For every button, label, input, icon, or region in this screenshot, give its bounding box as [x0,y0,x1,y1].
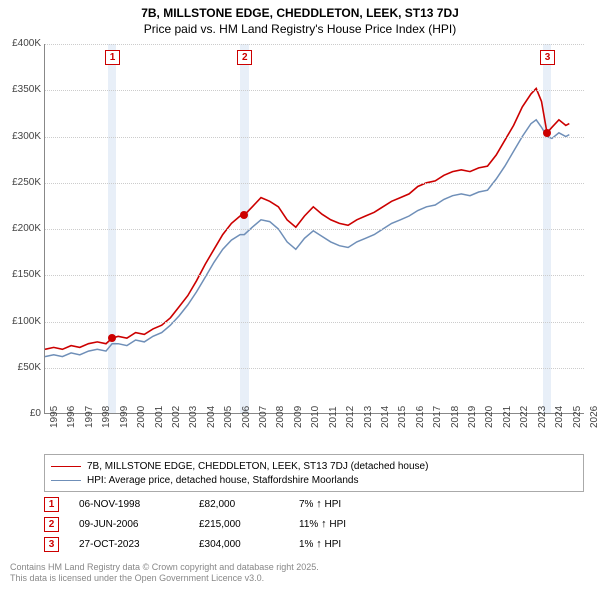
sale-row-3: 3 27-OCT-2023 £304,000 1% ↑ HPI [44,534,409,554]
chart-marker-2: 2 [237,50,252,65]
chart-marker-1: 1 [105,50,120,65]
y-axis-label: £0 [1,408,41,419]
legend-swatch-property [51,466,81,467]
sale-pct-3: 1% ↑ HPI [299,538,409,550]
x-axis-label: 2014 [380,406,391,428]
sale-row-1: 1 06-NOV-1998 £82,000 7% ↑ HPI [44,494,409,514]
y-axis-label: £300K [1,131,41,142]
legend-item-hpi: HPI: Average price, detached house, Staf… [51,473,577,487]
sale-marker-1: 1 [44,497,59,512]
sale-dot [543,129,551,137]
gridline [45,137,584,138]
footer-line-1: Contains HM Land Registry data © Crown c… [10,562,319,573]
x-axis-label: 2010 [310,406,321,428]
gridline [45,368,584,369]
x-axis-label: 2003 [188,406,199,428]
x-axis-label: 2012 [345,406,356,428]
chart-title: 7B, MILLSTONE EDGE, CHEDDLETON, LEEK, ST… [0,0,600,20]
up-arrow-icon: ↑ [316,498,322,510]
y-axis-label: £200K [1,223,41,234]
chart-container: 7B, MILLSTONE EDGE, CHEDDLETON, LEEK, ST… [0,0,600,590]
y-axis-label: £400K [1,38,41,49]
sale-price-2: £215,000 [199,519,299,530]
x-axis-label: 1995 [49,406,60,428]
chart-subtitle: Price paid vs. HM Land Registry's House … [0,20,600,36]
sales-table: 1 06-NOV-1998 £82,000 7% ↑ HPI 2 09-JUN-… [44,494,409,554]
gridline [45,229,584,230]
series-line-property [45,88,569,349]
sale-price-1: £82,000 [199,499,299,510]
gridline [45,275,584,276]
legend: 7B, MILLSTONE EDGE, CHEDDLETON, LEEK, ST… [44,454,584,492]
x-axis-label: 2023 [537,406,548,428]
legend-label-property: 7B, MILLSTONE EDGE, CHEDDLETON, LEEK, ST… [87,461,428,472]
x-axis-label: 2011 [328,406,339,428]
x-axis-label: 2000 [136,406,147,428]
legend-label-hpi: HPI: Average price, detached house, Staf… [87,475,358,486]
legend-swatch-hpi [51,480,81,481]
x-axis-label: 2007 [258,406,269,428]
x-axis-label: 2004 [206,406,217,428]
x-axis-label: 1997 [84,406,95,428]
x-axis-label: 1998 [101,406,112,428]
gridline [45,183,584,184]
x-axis-label: 2024 [554,406,565,428]
gridline [45,90,584,91]
legend-item-property: 7B, MILLSTONE EDGE, CHEDDLETON, LEEK, ST… [51,459,577,473]
y-axis-label: £50K [1,362,41,373]
x-axis-label: 2008 [275,406,286,428]
chart-marker-3: 3 [540,50,555,65]
up-arrow-icon: ↑ [316,538,322,550]
x-axis-label: 2015 [397,406,408,428]
x-axis-label: 2017 [432,406,443,428]
x-axis-label: 1996 [66,406,77,428]
sale-pct-2: 11% ↑ HPI [299,518,409,530]
sale-pct-1: 7% ↑ HPI [299,498,409,510]
x-axis-label: 1999 [119,406,130,428]
y-axis-label: £150K [1,269,41,280]
x-axis-label: 2022 [519,406,530,428]
sale-date-1: 06-NOV-1998 [79,499,199,510]
x-axis-label: 2021 [502,406,513,428]
y-axis-label: £100K [1,316,41,327]
sale-date-3: 27-OCT-2023 [79,539,199,550]
x-axis-label: 2002 [171,406,182,428]
x-axis-label: 2019 [467,406,478,428]
plot-area: 123£0£50K£100K£150K£200K£250K£300K£350K£… [44,44,584,414]
sale-date-2: 09-JUN-2006 [79,519,199,530]
y-axis-label: £350K [1,84,41,95]
x-axis-label: 2020 [484,406,495,428]
gridline [45,44,584,45]
x-axis-label: 2001 [154,406,165,428]
x-axis-label: 2025 [572,406,583,428]
sale-marker-3: 3 [44,537,59,552]
sale-price-3: £304,000 [199,539,299,550]
x-axis-label: 2018 [450,406,461,428]
x-axis-label: 2006 [241,406,252,428]
up-arrow-icon: ↑ [321,518,327,530]
y-axis-label: £250K [1,177,41,188]
attribution-footer: Contains HM Land Registry data © Crown c… [10,562,319,584]
sale-marker-2: 2 [44,517,59,532]
gridline [45,322,584,323]
footer-line-2: This data is licensed under the Open Gov… [10,573,319,584]
x-axis-label: 2013 [363,406,374,428]
x-axis-label: 2009 [293,406,304,428]
sale-row-2: 2 09-JUN-2006 £215,000 11% ↑ HPI [44,514,409,534]
x-axis-label: 2005 [223,406,234,428]
x-axis-label: 2016 [415,406,426,428]
x-axis-label: 2026 [589,406,600,428]
